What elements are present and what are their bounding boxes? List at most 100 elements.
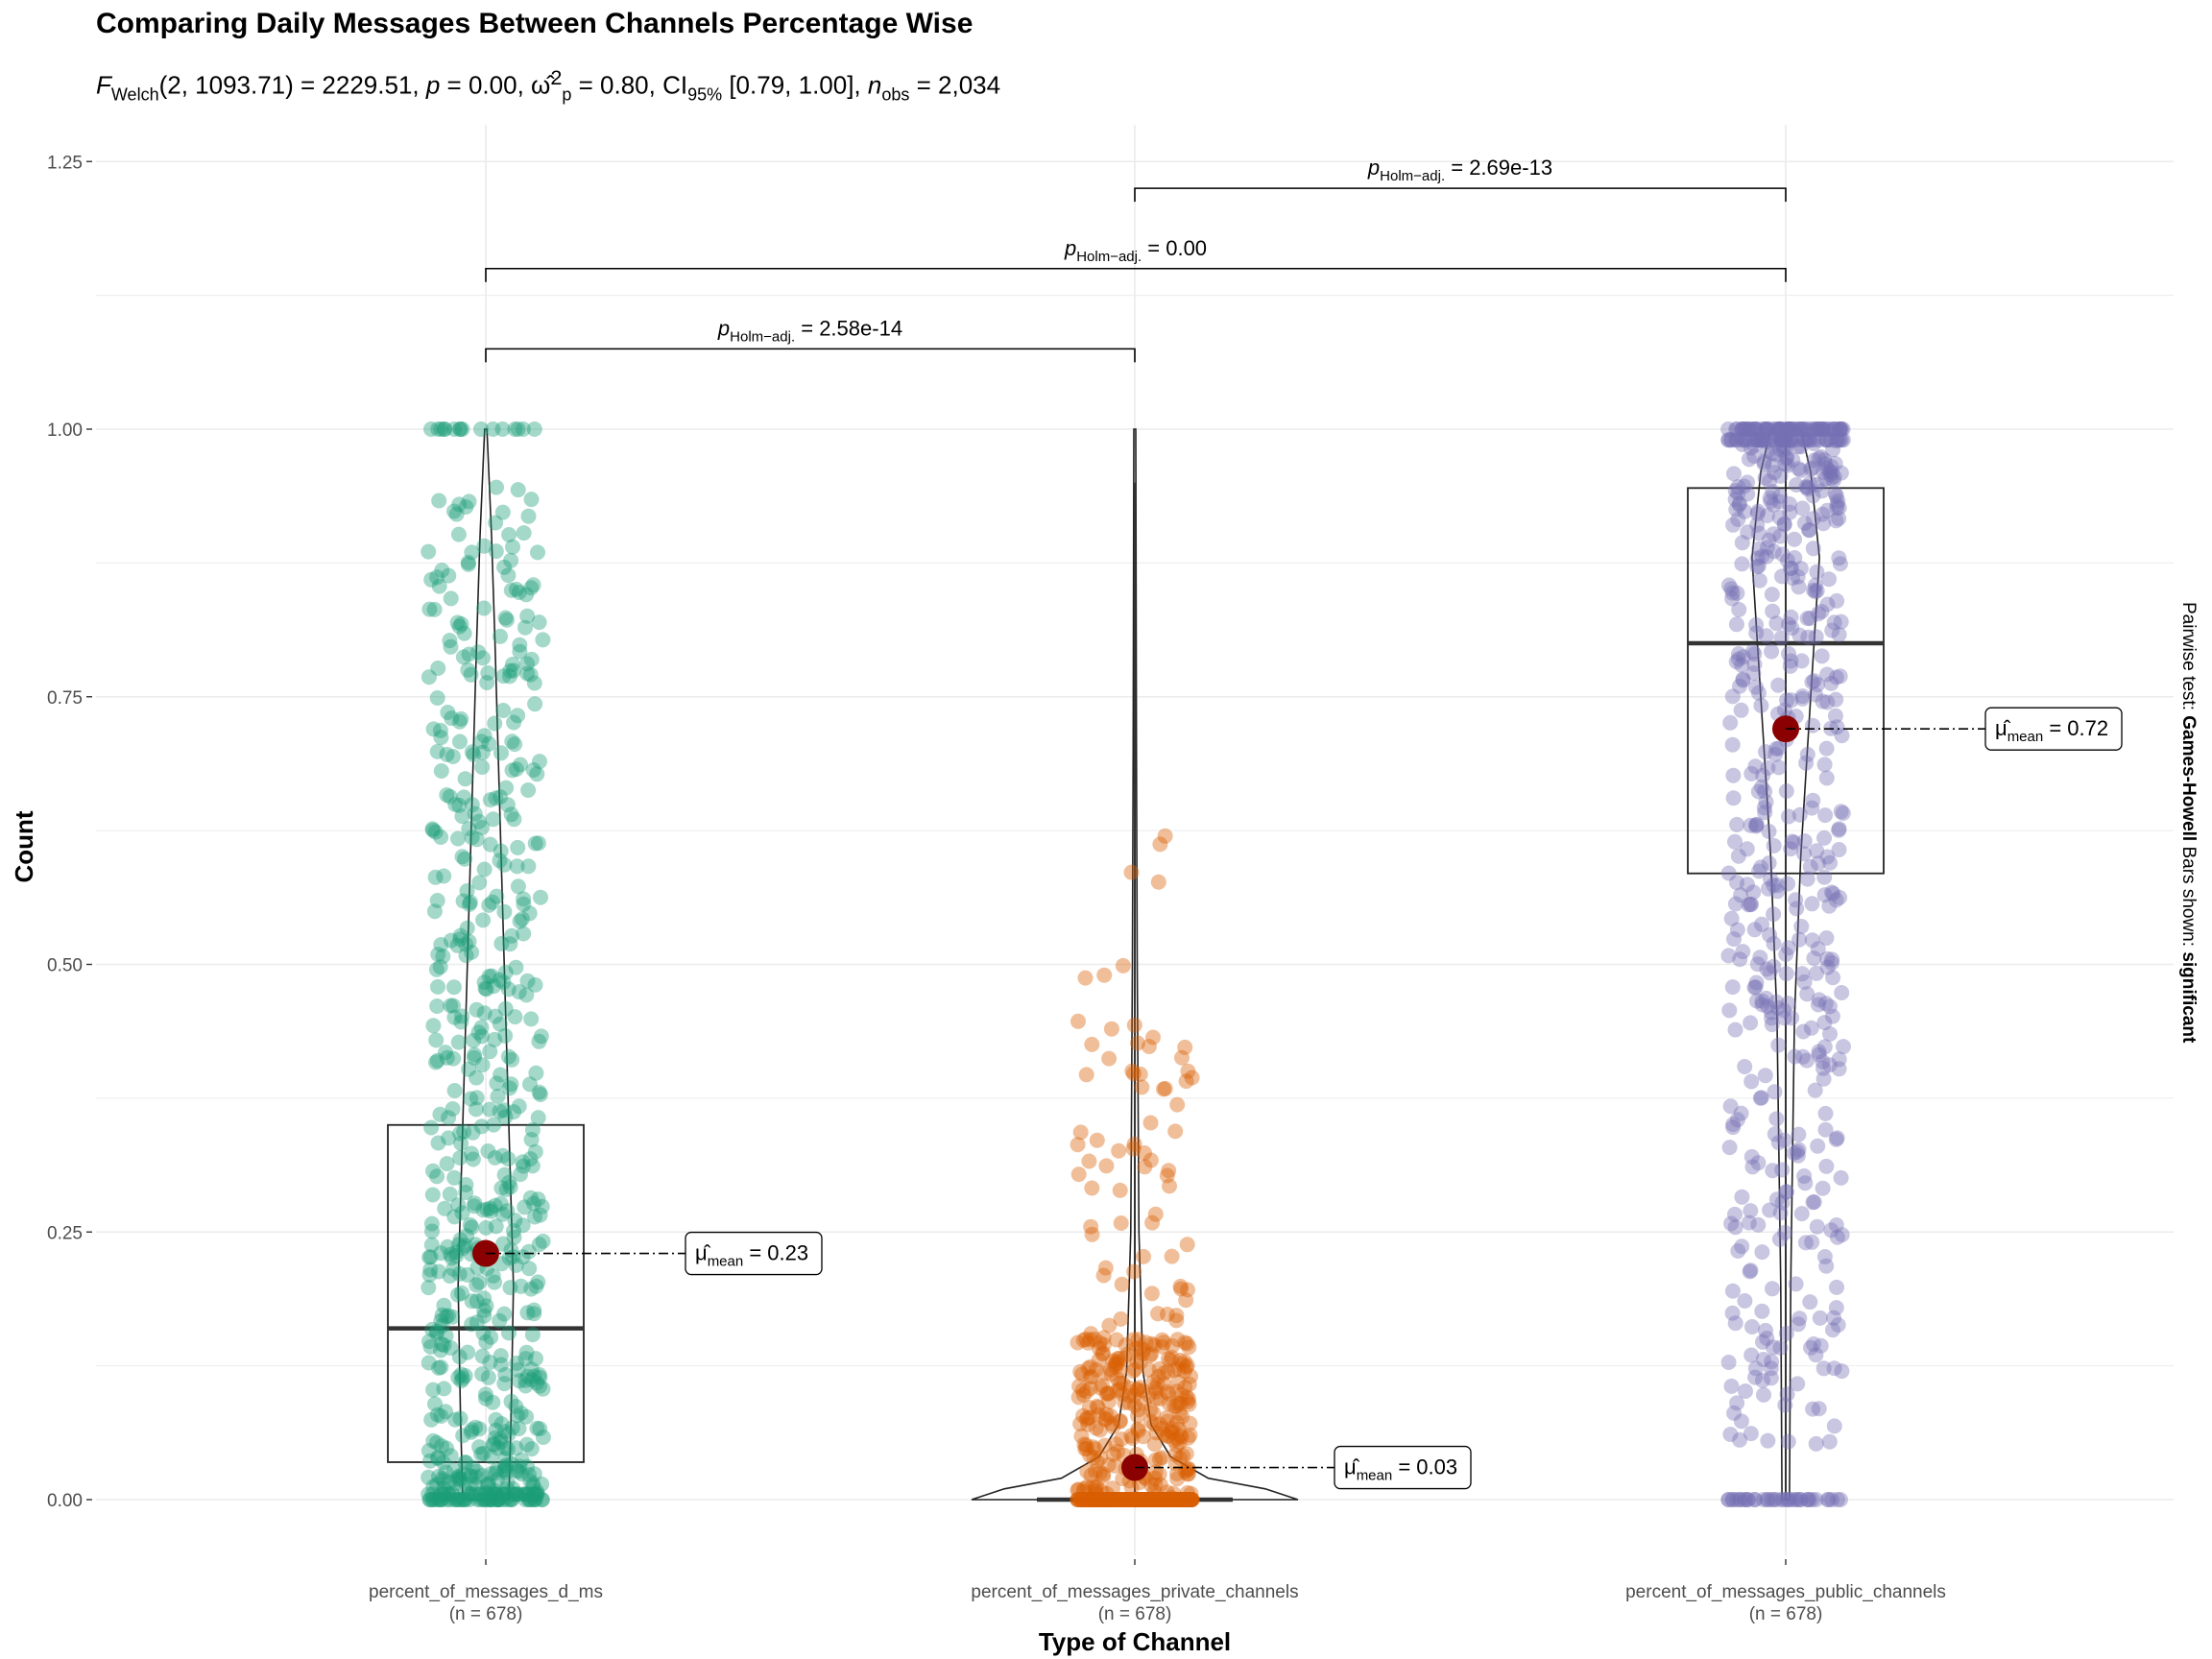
data-point-private [1128, 1491, 1144, 1507]
data-point-public [1796, 421, 1813, 437]
data-point-public [1819, 666, 1836, 683]
data-point-private [1165, 1337, 1181, 1354]
data-point-dms [445, 1462, 462, 1479]
data-point-public [1815, 421, 1831, 437]
data-point-public [1832, 421, 1848, 437]
data-point-private [1141, 1492, 1157, 1507]
data-point-private [1183, 1492, 1199, 1507]
data-point-public [1807, 584, 1823, 600]
data-point-dms [508, 761, 524, 778]
data-point-public [1801, 432, 1817, 448]
data-point-private [1070, 1389, 1087, 1406]
data-point-public [1724, 590, 1741, 607]
data-point-private [1157, 1080, 1173, 1096]
data-point-public [1808, 421, 1824, 437]
data-point-dms [498, 612, 515, 628]
data-point-public [1774, 568, 1790, 585]
data-point-private [1071, 1492, 1088, 1507]
data-point-dms [456, 1123, 472, 1140]
data-point-dms [511, 1421, 527, 1436]
data-point-private [1126, 1492, 1142, 1507]
data-point-public [1829, 719, 1845, 735]
data-point-public [1750, 685, 1767, 701]
data-point-dms [436, 868, 452, 884]
axis-layer: 0.000.250.500.751.001.25percent_of_messa… [47, 153, 1946, 1624]
data-point-dms [450, 830, 466, 847]
data-point-private [1157, 1492, 1172, 1507]
data-point-dms [520, 1492, 537, 1507]
data-point-public [1765, 457, 1781, 473]
data-point-private [1163, 1352, 1179, 1368]
data-point-private [1159, 1492, 1175, 1507]
data-point-private [1181, 1396, 1197, 1412]
data-point-public [1806, 950, 1822, 967]
data-point-dms [483, 1203, 499, 1219]
data-point-dms [518, 1408, 535, 1425]
data-point-public [1832, 432, 1848, 448]
data-point-public [1723, 1215, 1740, 1232]
data-point-dms [439, 1492, 455, 1507]
data-point-private [1084, 1180, 1100, 1196]
data-point-dms [429, 998, 445, 1014]
data-point-private [1179, 1462, 1194, 1478]
data-point-dms [433, 1312, 449, 1329]
data-point-public [1745, 665, 1762, 682]
data-point-dms [425, 1432, 442, 1449]
data-point-private [1075, 1492, 1092, 1507]
data-point-public [1822, 854, 1839, 871]
data-point-public [1765, 1281, 1780, 1297]
data-point-private [1145, 1405, 1162, 1421]
data-point-dms [433, 1408, 449, 1424]
data-point-private [1101, 1385, 1118, 1402]
data-point-dms [460, 661, 476, 678]
data-point-public [1791, 1316, 1806, 1333]
data-point-dms [421, 1355, 437, 1371]
data-point-dms [530, 835, 546, 852]
data-point-private [1151, 1466, 1167, 1482]
subtitle-p-value: = 0.00, [440, 70, 532, 100]
data-point-public [1833, 804, 1849, 820]
data-point-public [1817, 432, 1834, 448]
data-point-private [1142, 1402, 1159, 1418]
data-point-public [1790, 1376, 1806, 1392]
data-point-dms [487, 1008, 503, 1024]
data-point-private [1175, 1492, 1191, 1507]
data-point-public [1804, 800, 1820, 816]
data-point-private [1134, 1079, 1150, 1095]
data-point-public [1835, 432, 1851, 448]
data-point-dms [443, 1340, 459, 1356]
data-point-public [1754, 1244, 1770, 1261]
data-point-public [1791, 1142, 1807, 1158]
data-point-dms [494, 421, 511, 437]
data-point-public [1783, 653, 1799, 669]
data-point-private [1166, 1492, 1183, 1507]
data-point-private [1178, 1492, 1194, 1507]
data-point-private [1175, 1492, 1191, 1507]
data-point-public [1759, 421, 1775, 437]
data-point-dms [430, 1451, 446, 1467]
data-point-private [1103, 1492, 1119, 1507]
data-point-public [1743, 1015, 1759, 1031]
data-point-public [1799, 746, 1815, 762]
data-point-dms [497, 964, 514, 980]
data-point-private [1117, 1394, 1133, 1410]
data-point-dms [458, 1185, 474, 1200]
data-point-private [1124, 1492, 1141, 1507]
data-point-public [1780, 1433, 1796, 1450]
data-point-public [1769, 878, 1786, 894]
data-point-dms [529, 1375, 545, 1391]
data-point-public [1749, 432, 1766, 448]
data-point-private [1097, 1492, 1113, 1507]
data-point-public [1810, 421, 1826, 437]
data-point-public [1739, 421, 1755, 437]
data-point-dms [433, 763, 449, 779]
data-point-private [1181, 1492, 1196, 1507]
data-point-dms [500, 1426, 517, 1442]
data-point-public [1783, 692, 1799, 709]
data-point-dms [503, 582, 519, 598]
data-point-private [1147, 1477, 1164, 1493]
data-point-public [1784, 833, 1800, 850]
data-point-public [1724, 1283, 1741, 1299]
data-point-dms [526, 1368, 542, 1384]
data-point-private [1101, 1050, 1118, 1067]
